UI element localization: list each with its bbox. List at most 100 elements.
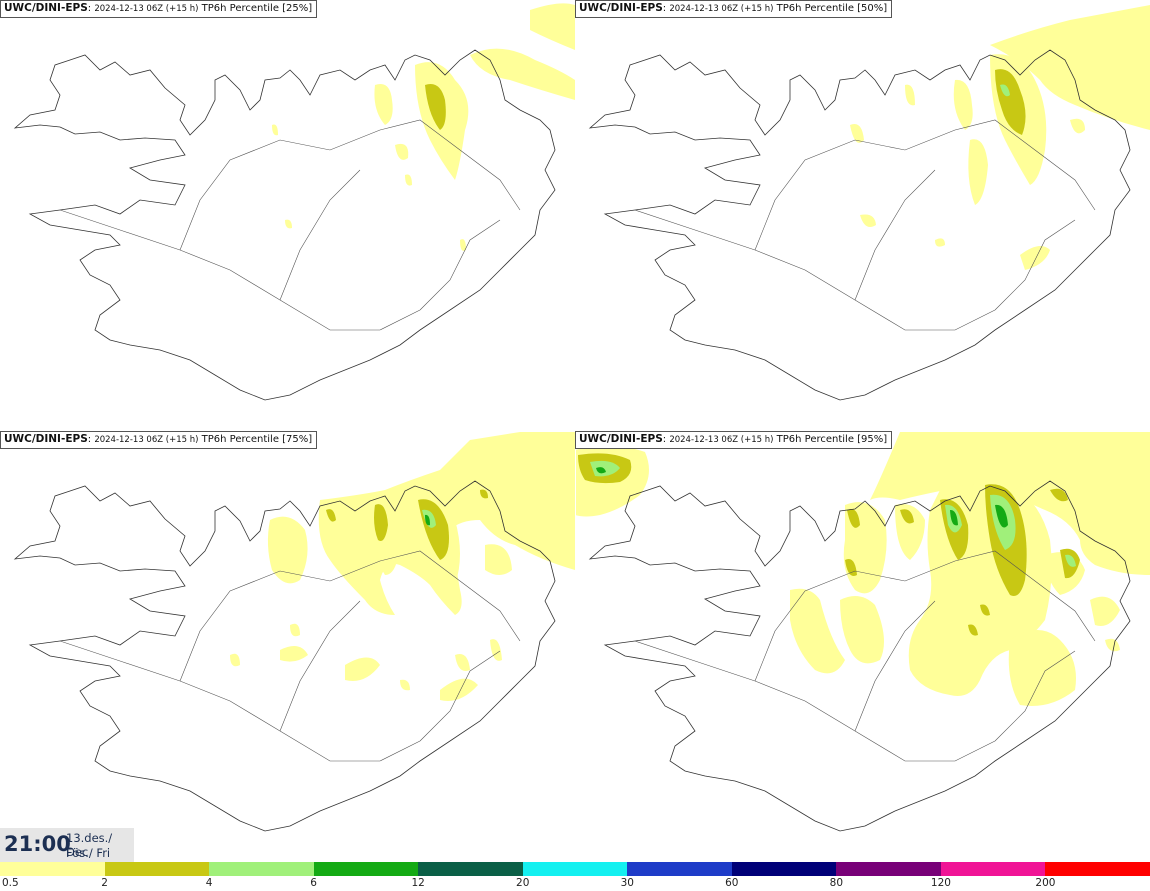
legend-swatch: [1045, 862, 1150, 876]
panel-title: UWC/DINI-EPS: 2024-12-13 06Z (+15 h) TP6…: [0, 0, 318, 18]
product-name: TP6h Percentile [25%]: [201, 3, 313, 14]
precip-area: [280, 646, 308, 662]
model-name: UWC/DINI-EPS: [579, 433, 663, 445]
legend-color-bar: [0, 862, 1150, 876]
product-name: TP6h Percentile [50%]: [776, 3, 888, 14]
map-canvas: [575, 432, 1150, 832]
precip-area: [440, 678, 478, 701]
legend-tick-label: 80: [829, 877, 844, 889]
precip-area: [272, 124, 278, 136]
legend-swatch: [104, 862, 210, 876]
legend-tick-label: 4: [205, 877, 213, 889]
precip-area: [935, 238, 945, 247]
precip-area: [1065, 554, 1076, 567]
precip-area: [425, 514, 430, 526]
precip-area: [790, 588, 845, 674]
legend-tick-label: 6: [310, 877, 317, 889]
precip-area: [953, 79, 973, 130]
precip-area: [290, 623, 300, 637]
precip-area: [1070, 118, 1085, 134]
legend-tick-label: 60: [725, 877, 739, 889]
precip-area: [230, 653, 240, 667]
precip-area: [840, 596, 884, 664]
map-canvas: [588, 5, 1150, 401]
legend-tick-label: 20: [516, 877, 530, 889]
product-name: TP6h Percentile [75%]: [201, 434, 313, 445]
precip-area: [950, 509, 958, 526]
precipitation-field: [850, 5, 1150, 270]
precip-area: [847, 509, 860, 528]
precip-area: [470, 48, 575, 100]
boundary-lines: [634, 550, 1096, 762]
precipitation-field: [272, 3, 575, 251]
map-panel-3: UWC/DINI-EPS: 2024-12-13 06Z (+15 h) TP6…: [0, 431, 575, 862]
run-info: 2024-12-13 06Z (+15 h): [94, 4, 199, 14]
coastline: [588, 49, 1131, 401]
precip-area: [395, 143, 409, 160]
precip-area: [374, 84, 393, 125]
valid-date-line1: 13.des./ Dec: [66, 831, 113, 859]
precip-area: [990, 5, 1150, 130]
legend-swatch: [940, 862, 1046, 876]
precip-area: [425, 84, 446, 130]
precip-area: [1008, 630, 1076, 706]
legend-swatch: [522, 862, 628, 876]
legend-swatch: [731, 862, 837, 876]
boundary-lines: [59, 119, 521, 331]
panel-title: UWC/DINI-EPS: 2024-12-13 06Z (+15 h) TP6…: [575, 0, 893, 18]
panel-title: UWC/DINI-EPS: 2024-12-13 06Z (+15 h) TP6…: [575, 431, 893, 449]
precip-area: [596, 467, 606, 474]
legend-swatch: [418, 862, 523, 876]
legend-swatch: [313, 862, 419, 876]
precip-area: [267, 516, 308, 584]
map-panel-2: UWC/DINI-EPS: 2024-12-13 06Z (+15 h) TP6…: [575, 0, 1150, 431]
precip-area: [590, 460, 620, 477]
precip-area: [480, 489, 488, 499]
model-name: UWC/DINI-EPS: [4, 433, 88, 445]
panel-title: UWC/DINI-EPS: 2024-12-13 06Z (+15 h) TP6…: [0, 431, 318, 449]
precip-area: [980, 604, 990, 616]
product-name: TP6h Percentile [95%]: [776, 434, 888, 445]
coastline: [588, 480, 1131, 832]
model-name: UWC/DINI-EPS: [579, 2, 663, 14]
precip-area: [1050, 488, 1068, 502]
precip-area: [530, 3, 575, 51]
legend-tick-label: 2: [101, 877, 108, 889]
precip-area: [1020, 246, 1050, 270]
coastline: [13, 49, 556, 401]
precip-area: [460, 239, 466, 251]
precip-area: [490, 639, 502, 661]
precip-area: [345, 657, 380, 681]
precipitation-field: [575, 432, 1150, 706]
legend-tick-label: 30: [620, 877, 634, 889]
run-info: 2024-12-13 06Z (+15 h): [669, 4, 774, 14]
precip-area: [1000, 84, 1010, 97]
legend-swatch: [0, 862, 105, 876]
precip-area: [285, 219, 292, 229]
precip-area: [850, 124, 864, 143]
run-info: 2024-12-13 06Z (+15 h): [94, 435, 199, 445]
color-legend: 0.5 2 4 6 12 20 30 60 80 120 200: [0, 862, 1150, 891]
precip-area: [860, 214, 876, 228]
model-name: UWC/DINI-EPS: [4, 2, 88, 14]
precip-area: [1105, 638, 1120, 652]
precip-area: [968, 624, 978, 636]
boundary-lines: [634, 119, 1096, 331]
precip-area: [845, 559, 857, 576]
precip-area: [968, 139, 988, 205]
valid-time-box: 21:00 13.des./ Dec Fös./ Fri: [0, 828, 134, 862]
precip-area: [374, 504, 388, 541]
precip-area: [905, 84, 915, 106]
map-canvas: [13, 3, 575, 401]
map-panel-1: UWC/DINI-EPS: 2024-12-13 06Z (+15 h) TP6…: [0, 0, 575, 431]
map-panel-4: UWC/DINI-EPS: 2024-12-13 06Z (+15 h) TP6…: [575, 431, 1150, 862]
valid-time: 21:00: [4, 832, 71, 856]
legend-tick-label: 12: [411, 877, 425, 889]
precip-area: [405, 174, 412, 186]
legend-tick-label: 120: [930, 877, 951, 889]
coastline: [13, 480, 556, 832]
precip-area: [870, 432, 1150, 575]
precip-area: [326, 509, 336, 522]
precip-area: [400, 679, 410, 691]
precipitation-field: [230, 432, 575, 701]
